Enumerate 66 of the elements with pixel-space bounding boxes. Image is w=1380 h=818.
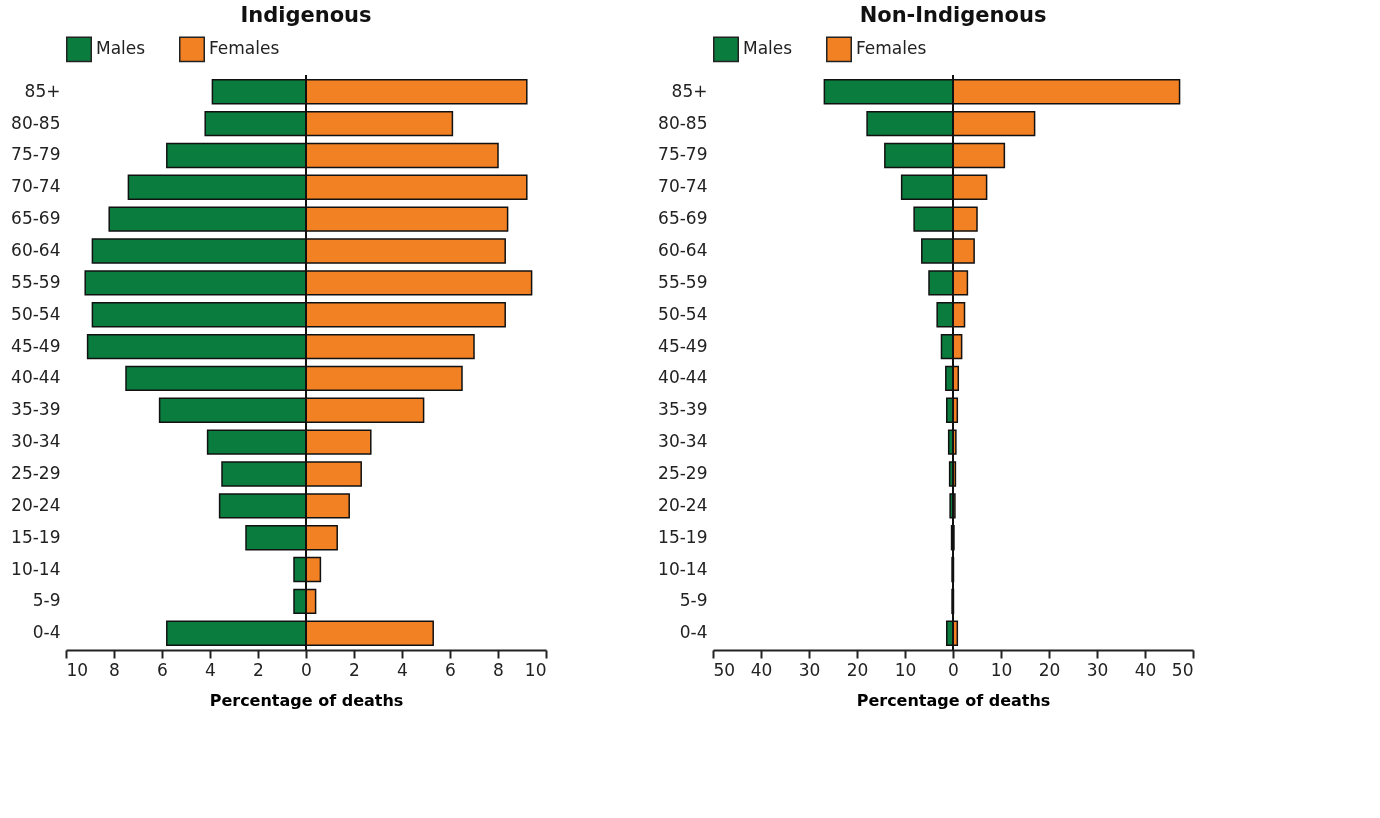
y-tick-label: 50-54	[11, 303, 61, 324]
legend-label: Males	[743, 38, 793, 59]
x-tick-label: 2	[253, 659, 264, 680]
x-tick-label: 8	[109, 659, 120, 680]
x-tick-label: 40	[750, 659, 773, 680]
y-tick-label: 70-74	[658, 176, 708, 197]
y-tick-label: 70-74	[11, 176, 61, 197]
y-tick-label: 20-24	[658, 494, 708, 515]
y-tick-label: 85+	[671, 80, 708, 101]
y-tick-label: 75-79	[11, 144, 61, 165]
x-tick-label: 50	[713, 659, 736, 680]
y-tick-label: 30-34	[11, 431, 61, 452]
y-tick-label: 40-44	[11, 367, 61, 388]
y-tick-label: 65-69	[11, 208, 61, 229]
y-tick-label: 45-49	[658, 335, 708, 356]
x-axis-title: Percentage of deaths	[209, 690, 404, 710]
x-tick-label: 8	[493, 659, 504, 680]
chart-title: Non-Indigenous	[859, 3, 1047, 27]
y-tick-label: 35-39	[11, 399, 61, 420]
y-tick-label: 35-39	[658, 399, 708, 420]
y-tick-label: 75-79	[658, 144, 708, 165]
x-tick-label: 0	[301, 659, 312, 680]
y-tick-label: 10-14	[11, 558, 61, 579]
chart-title: Indigenous	[240, 3, 372, 27]
y-tick-label: 55-59	[658, 271, 708, 292]
x-tick-label: 10	[66, 659, 89, 680]
x-tick-label: 10	[894, 659, 917, 680]
y-tick-label: 55-59	[11, 271, 61, 292]
x-tick-label: 30	[798, 659, 821, 680]
y-tick-label: 50-54	[658, 303, 708, 324]
x-tick-label: 6	[157, 659, 168, 680]
y-tick-label: 5-9	[32, 590, 61, 611]
legend-label: Females	[209, 38, 280, 59]
y-tick-label: 60-64	[11, 240, 61, 260]
x-tick-label: 50	[1171, 659, 1194, 680]
x-tick-label: 30	[1086, 659, 1109, 680]
y-tick-label: 0-4	[32, 622, 61, 643]
x-tick-label: 20	[1038, 659, 1061, 680]
x-tick-label: 10	[524, 659, 547, 680]
y-tick-label: 5-9	[679, 590, 708, 611]
y-tick-label: 25-29	[11, 463, 61, 483]
legend-label: Females	[856, 38, 927, 59]
y-tick-label: 20-24	[11, 494, 61, 515]
x-tick-label: 20	[846, 659, 869, 680]
y-tick-label: 80-85	[11, 112, 61, 133]
y-tick-label: 15-19	[11, 526, 61, 547]
x-tick-label: 10	[990, 659, 1013, 680]
y-tick-label: 80-85	[658, 112, 708, 133]
y-tick-label: 25-29	[658, 463, 708, 483]
x-tick-label: 0	[948, 659, 959, 680]
y-tick-label: 0-4	[679, 622, 708, 643]
y-tick-label: 65-69	[658, 208, 708, 229]
legend-label: Males	[96, 38, 146, 59]
y-tick-label: 10-14	[658, 558, 708, 579]
x-tick-label: 4	[205, 659, 216, 680]
y-tick-label: 60-64	[658, 240, 708, 260]
x-tick-label: 2	[349, 659, 360, 680]
x-tick-label: 6	[445, 659, 456, 680]
x-axis-title: Percentage of deaths	[856, 690, 1051, 710]
y-tick-label: 30-34	[658, 431, 708, 452]
y-tick-label: 85+	[24, 80, 61, 101]
y-tick-label: 40-44	[658, 367, 708, 388]
y-tick-label: 15-19	[658, 526, 708, 547]
y-tick-label: 45-49	[11, 335, 61, 356]
x-tick-label: 40	[1134, 659, 1157, 680]
x-tick-label: 4	[397, 659, 408, 680]
